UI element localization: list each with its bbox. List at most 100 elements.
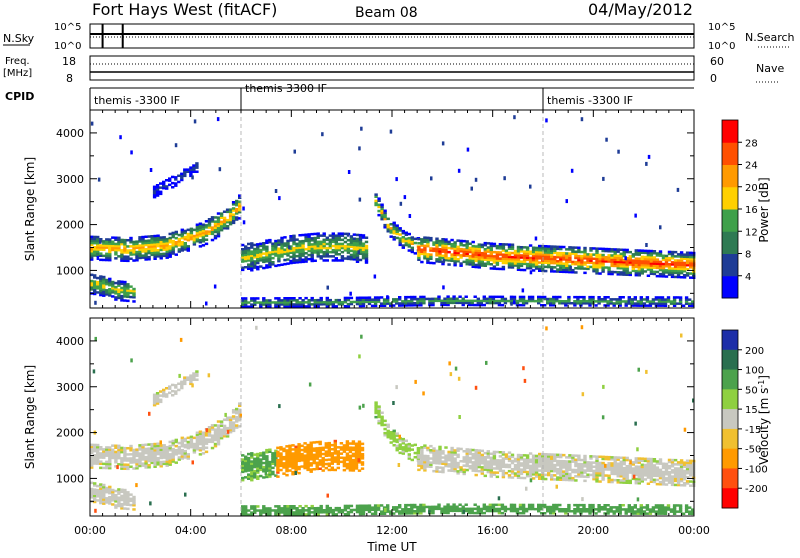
echo-cell bbox=[119, 135, 122, 139]
echo-cell bbox=[99, 259, 102, 262]
echo-cell bbox=[295, 238, 298, 241]
freq-label: Freq. bbox=[5, 56, 30, 67]
echo-cell bbox=[214, 216, 217, 219]
echo-cell bbox=[617, 150, 620, 154]
echo-cell bbox=[274, 265, 277, 268]
echo-cell bbox=[676, 302, 679, 305]
echo-cell bbox=[502, 470, 505, 473]
echo-cell bbox=[297, 466, 300, 469]
echo-cell bbox=[283, 242, 286, 245]
echo-cell bbox=[673, 296, 676, 299]
echo-cell bbox=[253, 244, 256, 247]
echo-cell bbox=[347, 233, 350, 237]
echo-cell bbox=[291, 444, 294, 447]
echo-cell bbox=[680, 251, 683, 254]
echo-cell bbox=[688, 303, 691, 306]
echo-cell bbox=[469, 243, 472, 246]
echo-cell bbox=[194, 119, 197, 123]
echo-cell bbox=[98, 178, 101, 182]
echo-cell bbox=[114, 296, 117, 299]
echo-cell bbox=[613, 302, 616, 305]
echo-cell bbox=[680, 484, 683, 487]
echo-cell bbox=[135, 448, 138, 451]
echo-cell bbox=[420, 446, 423, 449]
echo-cell bbox=[559, 454, 562, 457]
echo-cell bbox=[526, 454, 529, 457]
echo-cell bbox=[172, 232, 175, 235]
echo-cell bbox=[665, 463, 668, 466]
echo-cell bbox=[683, 482, 686, 485]
echo-cell bbox=[540, 296, 543, 299]
echo-cell bbox=[653, 256, 656, 259]
echo-cell bbox=[529, 465, 532, 468]
echo-cell bbox=[447, 469, 450, 472]
echo-cell bbox=[478, 449, 481, 452]
echo-cell bbox=[181, 449, 184, 452]
echo-cell bbox=[282, 448, 285, 451]
echo-cell bbox=[352, 453, 355, 456]
echo-cell bbox=[377, 405, 380, 408]
echo-cell bbox=[96, 291, 99, 294]
echo-cell bbox=[374, 193, 377, 196]
echo-cell bbox=[120, 503, 123, 506]
echo-cell bbox=[623, 249, 626, 252]
echo-cell bbox=[298, 297, 301, 300]
echo-cell bbox=[404, 296, 407, 299]
echo-cell bbox=[99, 483, 102, 486]
echo-cell bbox=[525, 300, 528, 303]
echo-cell bbox=[634, 296, 637, 299]
echo-cell bbox=[105, 279, 108, 282]
echo-cell bbox=[546, 298, 549, 301]
echo-cell bbox=[489, 296, 492, 299]
echo-cell bbox=[274, 240, 277, 243]
echo-cell bbox=[592, 253, 595, 256]
echo-cell bbox=[186, 376, 189, 379]
echo-cell bbox=[538, 245, 541, 248]
echo-cell bbox=[523, 477, 526, 480]
echo-cell bbox=[343, 469, 346, 472]
echo-cell bbox=[147, 443, 150, 446]
echo-cell bbox=[556, 246, 559, 249]
echo-cell bbox=[268, 507, 271, 510]
echo-cell bbox=[189, 166, 192, 169]
echo-cell bbox=[208, 426, 211, 429]
echo-cell bbox=[346, 440, 349, 443]
echo-cell bbox=[163, 236, 166, 239]
echo-cell bbox=[393, 444, 396, 447]
echo-cell bbox=[169, 233, 172, 236]
echo-cell bbox=[453, 449, 456, 452]
echo-cell bbox=[163, 461, 166, 464]
echo-cell bbox=[226, 427, 229, 430]
echo-cell bbox=[174, 182, 177, 185]
cpid-segment-label: themis -3300 IF bbox=[547, 94, 633, 107]
echo-cell bbox=[358, 441, 361, 444]
echo-cell bbox=[407, 296, 410, 299]
echo-cell bbox=[262, 466, 265, 469]
echo-cell bbox=[689, 276, 692, 279]
echo-cell bbox=[265, 449, 268, 452]
echo-cell bbox=[277, 505, 280, 508]
echo-cell bbox=[262, 242, 265, 245]
echo-cell bbox=[331, 467, 334, 470]
echo-cell bbox=[165, 185, 168, 188]
echo-cell bbox=[477, 298, 480, 301]
echo-cell bbox=[641, 249, 644, 252]
echo-cell bbox=[623, 467, 626, 470]
echo-cell bbox=[635, 249, 638, 252]
echo-cell bbox=[331, 444, 334, 447]
echo-cell bbox=[475, 474, 478, 477]
echo-cell bbox=[659, 481, 662, 484]
echo-cell bbox=[195, 162, 198, 165]
echo-cell bbox=[316, 462, 319, 465]
echo-cell bbox=[392, 304, 395, 307]
echo-cell bbox=[114, 494, 117, 497]
echo-cell bbox=[523, 269, 526, 272]
echo-cell bbox=[502, 457, 505, 460]
echo-cell bbox=[329, 507, 332, 510]
echo-cell bbox=[567, 296, 570, 299]
echo-cell bbox=[610, 456, 613, 459]
echo-cell bbox=[199, 223, 202, 226]
echo-cell bbox=[141, 236, 144, 239]
echo-cell bbox=[208, 438, 211, 441]
